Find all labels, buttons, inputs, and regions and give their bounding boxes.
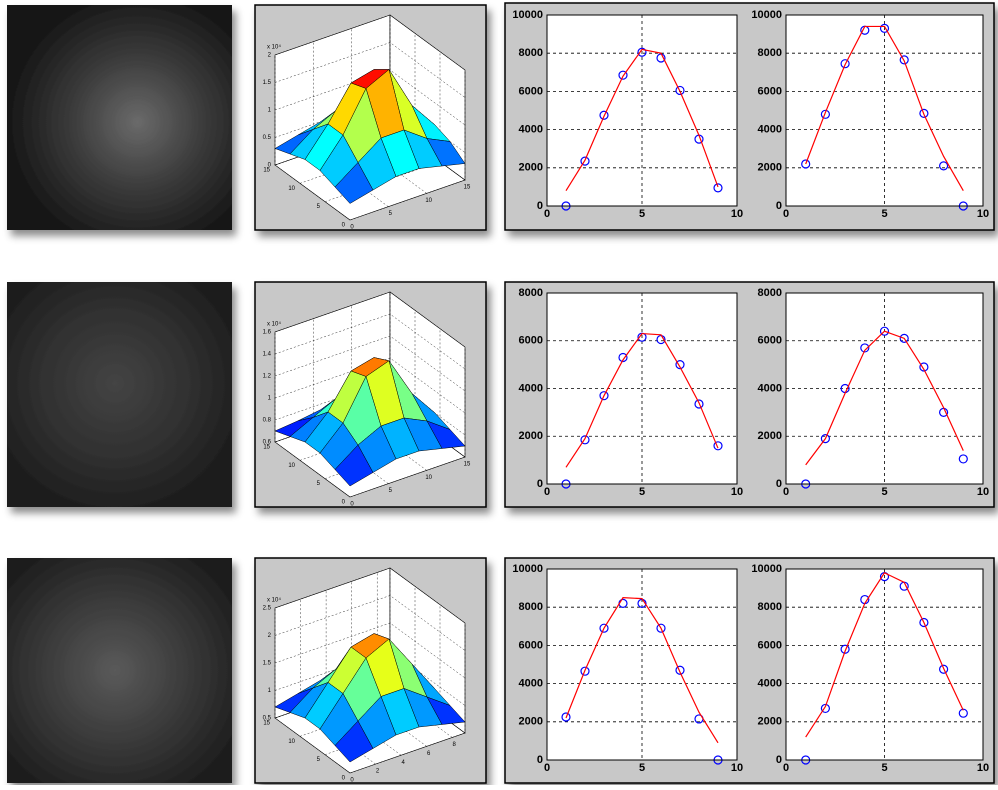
y-tick-label: 4000: [519, 382, 543, 394]
z-tick-label: 2.5: [263, 606, 272, 612]
x-tick-label: 5: [881, 762, 887, 774]
z-tick-label: 0.5: [263, 716, 272, 722]
y-tick-label: 4000: [758, 382, 782, 394]
y-tick-label: 8000: [519, 47, 543, 59]
y-tick-label: 2000: [758, 430, 782, 442]
intensity-image: [7, 558, 232, 783]
line-chart: 0 5 10 0 2000 4000 6000 8000: [519, 287, 744, 498]
y-tick-label: 4000: [519, 124, 543, 136]
y-tick-label: 6000: [519, 335, 543, 347]
y-tick-label: 0: [537, 754, 543, 766]
x-tick-label: 5: [639, 762, 645, 774]
y-tick-label: 0: [776, 754, 782, 766]
y-tick-label: 10: [288, 186, 295, 192]
y-tick-label: 2000: [758, 162, 782, 174]
intensity-image: [7, 282, 232, 507]
line-chart: 0 5 10 0 2000 4000 6000 8000: [758, 287, 990, 498]
y-tick-label: 2000: [519, 716, 543, 728]
x-tick-label: 5: [639, 486, 645, 498]
x-tick-label: 5: [639, 208, 645, 220]
x-tick-label: 5: [881, 486, 887, 498]
z-multiplier: x 10⁴: [267, 597, 281, 604]
z-multiplier: x 10⁴: [267, 44, 281, 51]
y-tick-label: 2000: [519, 430, 543, 442]
x-tick-label: 0: [544, 762, 550, 774]
y-tick-label: 10: [288, 739, 295, 745]
x-tick-label: 10: [425, 198, 432, 204]
y-tick-label: 8000: [519, 601, 543, 613]
intensity-image: [7, 5, 232, 230]
y-tick-label: 10000: [751, 563, 782, 575]
x-tick-label: 10: [977, 486, 989, 498]
y-tick-label: 0: [537, 200, 543, 212]
line-chart: 0 5 10 0 2000 4000 6000 8000 10000: [751, 9, 989, 220]
line-chart: 0 5 10 0 2000 4000 6000 8000 10000: [512, 563, 743, 774]
x-tick-label: 10: [977, 208, 989, 220]
y-tick-label: 6000: [758, 335, 782, 347]
z-tick-label: 0.8: [263, 418, 272, 424]
y-tick-label: 8000: [519, 287, 543, 299]
x-tick-label: 10: [425, 475, 432, 481]
line-chart: 0 5 10 0 2000 4000 6000 8000 10000: [512, 9, 743, 220]
y-tick-label: 6000: [519, 85, 543, 97]
x-tick-label: 10: [731, 208, 743, 220]
y-tick-label: 0: [776, 200, 782, 212]
z-tick-label: 1.5: [263, 661, 272, 667]
z-tick-label: 1.5: [263, 80, 272, 86]
y-tick-label: 6000: [758, 85, 782, 97]
y-tick-label: 2000: [519, 162, 543, 174]
y-tick-label: 0: [776, 478, 782, 490]
y-tick-label: 10: [288, 463, 295, 469]
z-multiplier: x 10⁴: [267, 321, 281, 328]
x-tick-label: 0: [783, 486, 789, 498]
z-tick-label: 1.4: [263, 352, 272, 358]
line-chart: 0 5 10 0 2000 4000 6000 8000 10000: [751, 563, 989, 774]
x-tick-label: 0: [783, 208, 789, 220]
y-tick-label: 8000: [758, 47, 782, 59]
z-tick-label: 0.6: [263, 440, 272, 446]
x-tick-label: 10: [731, 486, 743, 498]
x-tick-label: 5: [881, 208, 887, 220]
z-tick-label: 0.5: [263, 135, 272, 141]
x-tick-label: 15: [464, 185, 471, 191]
y-tick-label: 8000: [758, 601, 782, 613]
y-tick-label: 6000: [519, 639, 543, 651]
x-tick-label: 0: [783, 762, 789, 774]
z-tick-label: 1.6: [263, 330, 272, 336]
y-tick-label: 6000: [758, 639, 782, 651]
figure: 05101505101500.511.52x 10⁴05100200040006…: [0, 0, 998, 785]
y-tick-label: 8000: [758, 287, 782, 299]
y-tick-label: 4000: [758, 124, 782, 136]
y-tick-label: 4000: [519, 678, 543, 690]
x-tick-label: 15: [464, 462, 471, 468]
z-tick-label: 1.2: [263, 374, 272, 380]
y-tick-label: 10000: [512, 563, 543, 575]
y-tick-label: 10000: [512, 9, 543, 21]
x-tick-label: 10: [731, 762, 743, 774]
x-tick-label: 10: [977, 762, 989, 774]
x-tick-label: 0: [544, 208, 550, 220]
image-panels: [7, 5, 232, 783]
y-tick-label: 0: [537, 478, 543, 490]
x-tick-label: 0: [544, 486, 550, 498]
y-tick-label: 4000: [758, 678, 782, 690]
y-tick-label: 10000: [751, 9, 782, 21]
y-tick-label: 2000: [758, 716, 782, 728]
